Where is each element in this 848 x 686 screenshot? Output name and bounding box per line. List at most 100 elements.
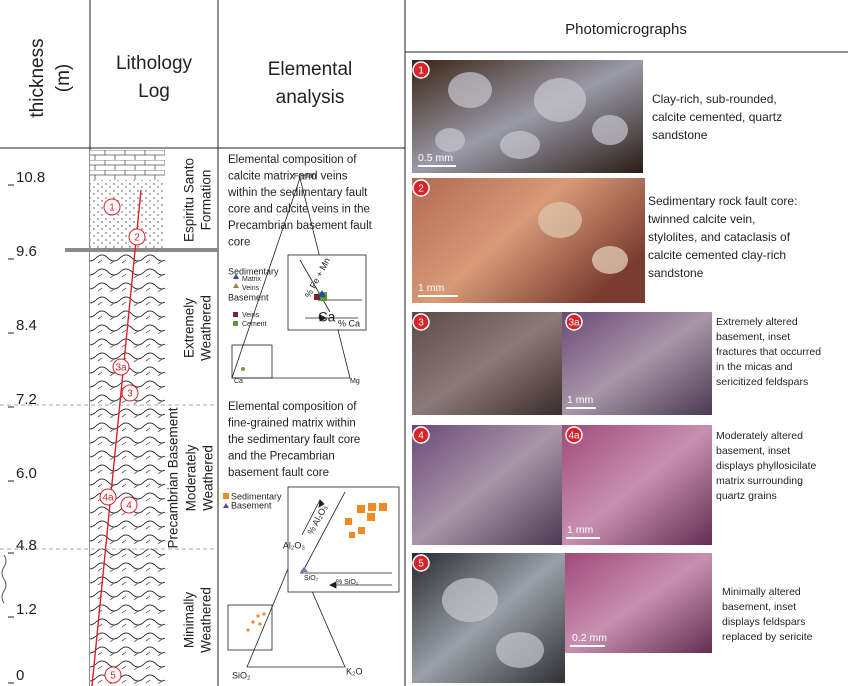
photo-number: 4 (418, 431, 424, 442)
photo-number: 5 (418, 559, 424, 570)
description: Elemental composition of (228, 154, 357, 166)
caption: Minimally altered (722, 586, 801, 598)
caption: Moderately altered (716, 430, 803, 442)
photo (412, 425, 562, 545)
figure: thickness(m) Lithology Log Elemental analysi… (0, 0, 848, 686)
caption: displays phyllosicilate (716, 460, 817, 472)
thickness-label: 6.0 (16, 465, 37, 482)
sample-label: 5 (110, 671, 116, 682)
legend-entry: Veins (242, 312, 260, 319)
photo (412, 312, 562, 415)
header-elemental: Elemental (268, 59, 353, 80)
legend-entry: Cement (242, 321, 267, 328)
caption: sandstone (652, 128, 708, 142)
unit-label: Weathered (201, 445, 216, 511)
unit-label: Weathered (199, 587, 214, 653)
legend-entry: Matrix (242, 276, 262, 283)
caption: calcite cemented, quartz (652, 110, 782, 124)
inset-axis: % Ca (338, 318, 360, 328)
apex-label: Al₂O₃ (283, 540, 305, 550)
legend-entry: Veins (242, 285, 260, 292)
header-lithology: Log (138, 81, 170, 102)
caption: basement, inset (716, 331, 790, 343)
caption: fractures that occurred (716, 346, 821, 358)
description: core (228, 237, 250, 249)
unit-label: Precambrian Basement (166, 407, 181, 548)
description: fine-grained matrix within (228, 418, 356, 430)
thickness-label: 0 (16, 667, 24, 684)
thickness-label: 10.8 (16, 169, 45, 186)
description: Precambrian basement fault (228, 220, 373, 232)
caption: matrix surrounding (716, 475, 803, 487)
description: the sedimentary fault core (228, 434, 360, 446)
limestone (90, 150, 165, 180)
photo-number: 4a (568, 431, 580, 442)
caption: Clay-rich, sub-rounded, (652, 92, 777, 106)
sample-label: 3 (127, 389, 133, 400)
unit-label: Extremely (182, 298, 197, 358)
caption: twinned calcite vein, (648, 212, 755, 226)
caption: in the micas and (716, 361, 793, 373)
apex-label: Ca (234, 378, 243, 385)
thickness-label: 8.4 (16, 317, 37, 334)
caption: calcite cemented clay-rich (648, 248, 786, 262)
scale-bar-label: 0.5 mm (418, 152, 453, 164)
caption: Sedimentary rock fault core: (648, 194, 797, 208)
sample-label: 1 (109, 203, 115, 214)
header-lithology: Lithology (116, 53, 193, 74)
photo (412, 553, 565, 683)
sample-label: 4a (102, 493, 114, 504)
thickness-label: 4.8 (16, 537, 37, 554)
inset-axis: SiO₂ (304, 575, 319, 582)
header-elemental: analysis (276, 87, 345, 108)
thickness-label: 7.2 (16, 391, 37, 408)
description: basement fault core (228, 467, 329, 479)
photomicrographs (412, 60, 712, 683)
description: core and calcite veins in the (228, 204, 370, 216)
caption: stylolites, and cataclasis of (648, 230, 791, 244)
caption: quartz grains (716, 490, 777, 502)
scale-bar-label: 1 mm (418, 282, 445, 294)
apex-label: SiO₂ (232, 670, 251, 680)
unit-label: Weathered (199, 295, 214, 361)
photo-number: 1 (418, 66, 424, 77)
apex-label: Fe+Mn (294, 173, 316, 180)
description: Elemental composition of (228, 401, 357, 413)
thickness-label: 9.6 (16, 243, 37, 260)
thickness-label: 1.2 (16, 601, 37, 618)
description: and the Precambrian (228, 451, 335, 463)
scale-bar-label: 0.2 mm (572, 632, 607, 644)
break-symbol (2, 555, 6, 603)
sample-label: 3a (115, 363, 127, 374)
sandstone (90, 180, 165, 250)
sample-label: 4 (126, 501, 132, 512)
inset-axis: % SiO₂ (336, 579, 359, 586)
header-thickness: (m) (53, 64, 74, 92)
inset-apex: Ca (318, 310, 336, 325)
apex-label: K₂O (346, 666, 363, 676)
legend-entry: Basement (228, 292, 269, 302)
header-photomicrographs: Photomicrographs (565, 21, 687, 38)
header-thickness: thickness (27, 38, 48, 117)
sample-label: 2 (134, 233, 140, 244)
caption: replaced by sericite (722, 631, 813, 643)
unit-label: Espiritu Santo (182, 158, 197, 242)
description: within the sedimentary fault (227, 187, 368, 199)
scale-bar-label: 1 mm (567, 394, 594, 406)
unit-label: Moderately (184, 444, 199, 511)
caption: basement, inset (716, 445, 790, 457)
unit-label: Minimally (182, 592, 197, 649)
caption: Extremely altered (716, 316, 798, 328)
photo-number: 3 (418, 318, 424, 329)
apex-label: Mg (350, 378, 360, 385)
description: calcite matrix and veins (228, 171, 348, 183)
photo-number: 3a (568, 318, 580, 329)
scale-bar-label: 1 mm (567, 524, 594, 536)
caption: sandstone (648, 266, 704, 280)
caption: sericitized feldspars (716, 376, 808, 388)
caption: basement, inset (722, 601, 796, 613)
unit-label: Formation (199, 170, 214, 231)
basement-pattern (90, 252, 165, 686)
legend-entry: Basement (231, 500, 272, 510)
photo-number: 2 (418, 184, 424, 195)
